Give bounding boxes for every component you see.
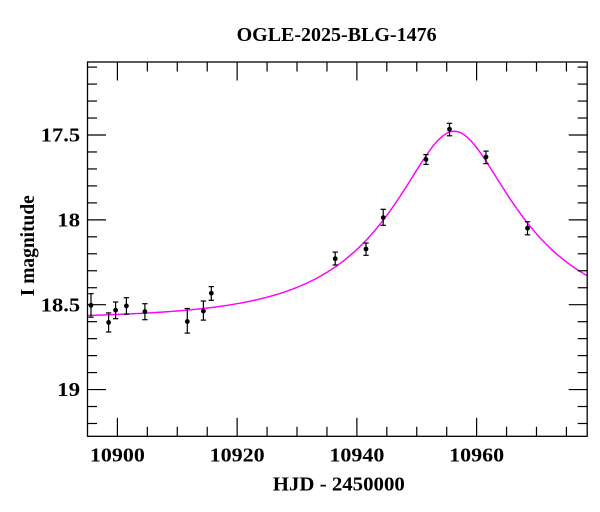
svg-text:I magnitude: I magnitude: [18, 195, 39, 296]
svg-text:10960: 10960: [449, 445, 504, 466]
svg-text:10900: 10900: [90, 445, 145, 466]
svg-text:HJD - 2450000: HJD - 2450000: [273, 475, 405, 496]
svg-text:OGLE-2025-BLG-1476: OGLE-2025-BLG-1476: [237, 25, 437, 46]
svg-text:10920: 10920: [210, 445, 265, 466]
svg-text:10940: 10940: [329, 445, 384, 466]
svg-text:18: 18: [57, 210, 80, 231]
svg-text:19: 19: [57, 380, 80, 401]
svg-text:17.5: 17.5: [41, 126, 81, 147]
svg-text:18.5: 18.5: [41, 295, 81, 316]
